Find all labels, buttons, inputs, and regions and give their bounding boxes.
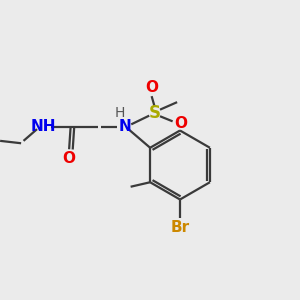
Text: S: S — [148, 104, 160, 122]
Text: H: H — [115, 106, 125, 120]
Text: NH: NH — [31, 119, 56, 134]
Text: O: O — [174, 116, 187, 131]
Text: Br: Br — [170, 220, 190, 235]
Text: O: O — [145, 80, 158, 95]
Text: N: N — [118, 119, 131, 134]
Text: O: O — [63, 151, 76, 166]
